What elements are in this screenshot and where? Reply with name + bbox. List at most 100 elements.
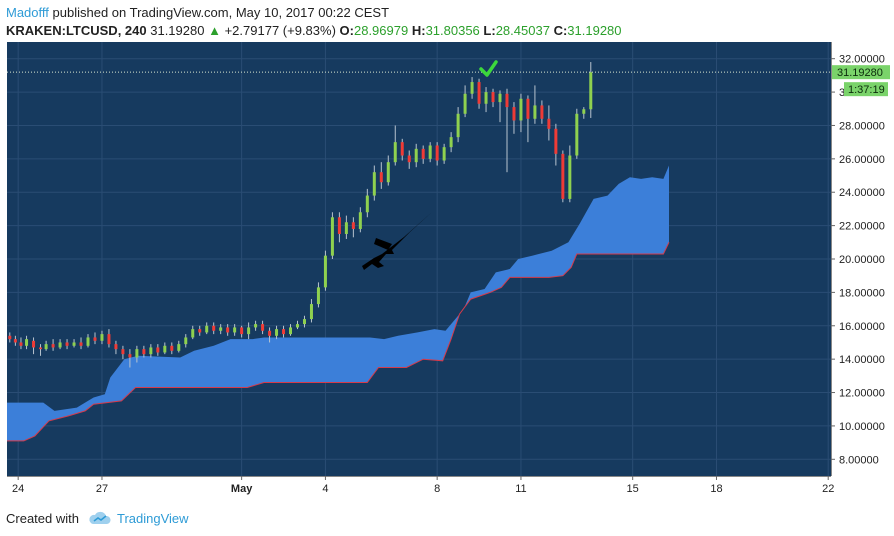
published-text: published on TradingView.com, May 10, 20… xyxy=(52,5,390,20)
candle-up xyxy=(58,342,62,348)
candle-up xyxy=(358,212,362,229)
candle-up xyxy=(365,195,369,213)
candle-up xyxy=(372,172,376,196)
tradingview-cloud-icon[interactable] xyxy=(88,509,112,527)
candle-up xyxy=(449,137,453,148)
candle-down xyxy=(540,105,544,119)
price-tick-label: 32.00000 xyxy=(839,54,885,66)
price-chart[interactable]: 8.00000 10.00000 12.00000 14.00000 16.00000 1… xyxy=(0,42,894,500)
candle-down xyxy=(561,153,565,199)
time-axis[interactable] xyxy=(0,476,894,500)
candle-up xyxy=(344,222,348,234)
candle-down xyxy=(505,93,509,108)
created-with-text: Created with xyxy=(6,511,79,526)
price-tick-label: 12.00000 xyxy=(839,388,885,400)
candle-up xyxy=(442,147,446,161)
candle-down xyxy=(8,335,12,340)
time-axis-labels: 24 27 May 4 8 11 15 18 22 xyxy=(7,476,834,495)
price-tags: 31.19280 1:37:19 xyxy=(832,65,890,97)
price-tick-label: 8.00000 xyxy=(839,454,879,466)
candle-down xyxy=(477,82,481,104)
price-tick-label: 16.00000 xyxy=(839,321,885,333)
candle-up xyxy=(309,304,313,320)
symbol-label: KRAKEN:LTCUSD, 240 xyxy=(6,23,147,38)
candle-down xyxy=(554,128,558,154)
author-link[interactable]: Madofff xyxy=(6,5,49,20)
candle-up xyxy=(205,325,209,333)
time-tick-label: 8 xyxy=(434,483,440,495)
candle-down xyxy=(128,354,132,358)
footer: Created with TradingView xyxy=(0,500,894,536)
candle-down xyxy=(39,347,43,350)
candles xyxy=(8,62,593,368)
chart-header: Madofff published on TradingView.com, Ma… xyxy=(0,0,894,42)
candle-up xyxy=(463,93,467,114)
candle-down xyxy=(121,349,125,355)
candle-up xyxy=(386,162,390,183)
candle-up xyxy=(582,109,586,114)
candle-up xyxy=(275,329,279,336)
candle-down xyxy=(65,342,69,346)
check-mark-icon xyxy=(479,60,498,77)
candle-up xyxy=(316,287,320,305)
high-value: 31.80356 xyxy=(425,23,480,38)
time-tick-label: 18 xyxy=(710,483,722,495)
candle-up xyxy=(86,337,90,346)
candle-down xyxy=(491,92,495,103)
candle-down xyxy=(526,98,530,119)
candle-down xyxy=(198,329,202,333)
open-label: O: xyxy=(339,23,354,38)
candle-up xyxy=(589,72,593,110)
high-label: H: xyxy=(411,23,426,38)
change-text: +2.79177 (+9.83%) xyxy=(224,23,336,38)
candle-up xyxy=(302,319,306,325)
candle-down xyxy=(212,325,216,331)
close-value: 31.19280 xyxy=(567,23,622,38)
candle-down xyxy=(261,324,265,331)
candle-up xyxy=(428,145,432,159)
candle-down xyxy=(407,155,411,163)
low-value: 28.45037 xyxy=(495,23,550,38)
ohlc-line: KRAKEN:LTCUSD, 240 31.19280 ▲ +2.79177 (… xyxy=(6,23,622,38)
candle-down xyxy=(107,334,111,345)
price-tick-label: 10.00000 xyxy=(839,421,885,433)
cloud-lower-edge xyxy=(7,242,670,442)
candle-up xyxy=(149,347,153,355)
time-tick-label: 11 xyxy=(515,483,526,495)
candle-down xyxy=(19,342,23,346)
price-axis[interactable] xyxy=(831,42,894,476)
candle-down xyxy=(240,327,244,335)
price-tick-label: 26.00000 xyxy=(839,154,885,166)
price-tick-label: 28.00000 xyxy=(839,120,885,132)
candle-up xyxy=(44,344,48,350)
candle-down xyxy=(435,145,439,161)
candle-up xyxy=(519,98,523,121)
last-price-text: 31.19280 xyxy=(150,23,205,38)
candle-down xyxy=(282,329,286,335)
candle-up xyxy=(233,327,237,333)
grid-lines xyxy=(7,42,831,476)
candle-up xyxy=(184,337,188,345)
candle-up xyxy=(191,329,195,338)
candle-up xyxy=(100,334,104,341)
tradingview-brand-link[interactable]: TradingView xyxy=(117,511,189,526)
candle-up xyxy=(470,82,474,94)
candle-up xyxy=(498,93,502,103)
time-tick-label: 4 xyxy=(322,483,328,495)
candle-up xyxy=(135,349,139,358)
candle-up xyxy=(484,92,488,104)
candle-down xyxy=(512,107,516,121)
candle-down xyxy=(114,344,118,350)
candle-up xyxy=(177,344,181,351)
candle-up xyxy=(25,339,29,346)
time-tick-label: 15 xyxy=(627,483,639,495)
price-tick-label: 20.00000 xyxy=(839,254,885,266)
candle-down xyxy=(400,142,404,156)
candle-up xyxy=(295,324,299,328)
publish-line: Madofff published on TradingView.com, Ma… xyxy=(6,5,389,20)
candle-down xyxy=(142,349,146,355)
change-up-icon: ▲ xyxy=(208,23,221,38)
candle-up xyxy=(219,327,223,331)
candle-up xyxy=(247,327,251,335)
candle-up xyxy=(533,105,537,119)
